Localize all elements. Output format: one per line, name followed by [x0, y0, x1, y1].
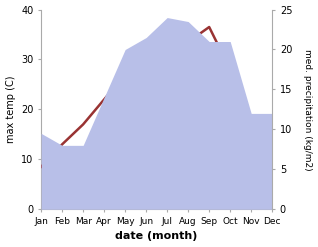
Y-axis label: med. precipitation (kg/m2): med. precipitation (kg/m2): [303, 49, 313, 170]
Y-axis label: max temp (C): max temp (C): [5, 76, 16, 143]
X-axis label: date (month): date (month): [115, 231, 198, 242]
